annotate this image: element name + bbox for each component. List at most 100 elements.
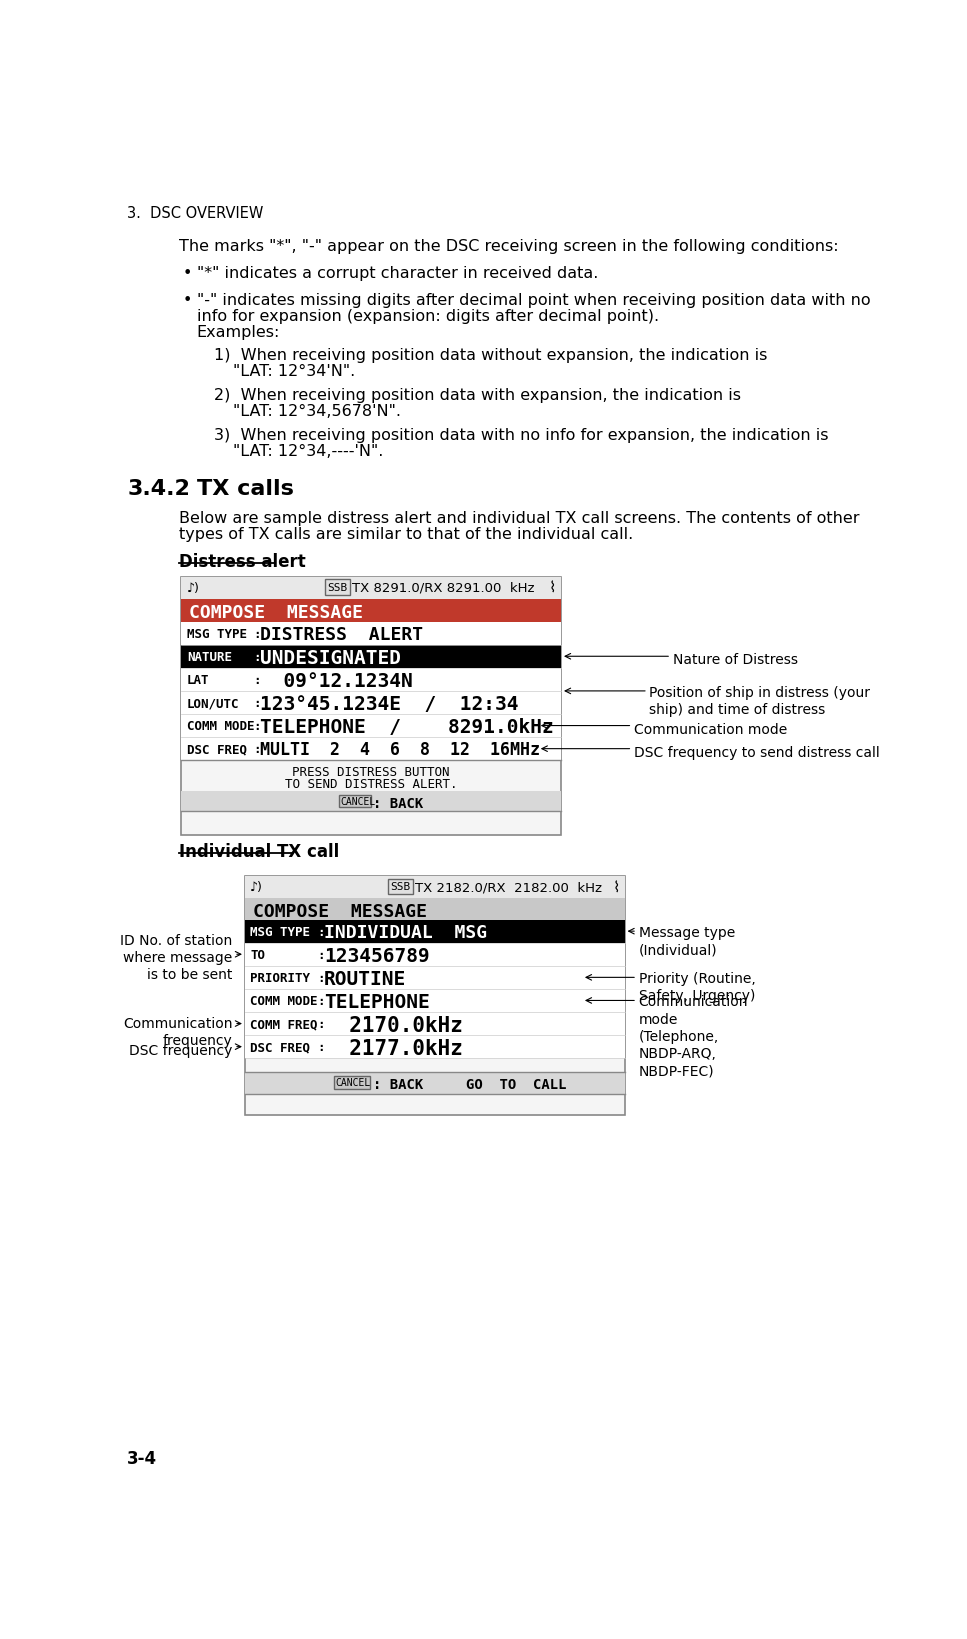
Bar: [182, 577, 561, 600]
Text: :: :: [317, 1041, 325, 1054]
Bar: [245, 919, 625, 942]
Text: Message type
(Individual): Message type (Individual): [638, 926, 735, 957]
Text: PRIORITY: PRIORITY: [250, 972, 310, 985]
Bar: [334, 1077, 369, 1090]
Text: CANCEL: CANCEL: [336, 1077, 370, 1087]
Bar: [245, 898, 625, 919]
Text: ⌇: ⌇: [548, 580, 556, 595]
Text: CANCEL: CANCEL: [340, 797, 375, 806]
Text: 3)  When receiving position data with no info for expansion, the indication is: 3) When receiving position data with no …: [214, 428, 829, 443]
Text: 2)  When receiving position data with expansion, the indication is: 2) When receiving position data with exp…: [214, 387, 741, 403]
Text: :: :: [253, 697, 261, 710]
Text: The marks "*", "-" appear on the DSC receiving screen in the following condition: The marks "*", "-" appear on the DSC rec…: [179, 239, 838, 254]
Text: "*" indicates a corrupt character in received data.: "*" indicates a corrupt character in rec…: [197, 266, 599, 280]
Bar: [182, 692, 561, 715]
Text: : BACK: : BACK: [372, 1077, 423, 1092]
Bar: [182, 623, 561, 646]
Text: Position of ship in distress (your
ship) and time of distress: Position of ship in distress (your ship)…: [650, 685, 870, 716]
Text: UNDESIGNATED: UNDESIGNATED: [260, 649, 401, 667]
Bar: [245, 1072, 625, 1093]
Text: TX 2182.0/RX  2182.00  kHz: TX 2182.0/RX 2182.00 kHz: [416, 880, 602, 893]
Text: info for expansion (expansion: digits after decimal point).: info for expansion (expansion: digits af…: [197, 310, 659, 325]
Text: COMM MODE: COMM MODE: [250, 995, 318, 1008]
Text: DSC FREQ: DSC FREQ: [187, 742, 247, 756]
Text: DSC frequency to send distress call: DSC frequency to send distress call: [634, 746, 880, 759]
Text: Individual TX call: Individual TX call: [179, 842, 339, 860]
Text: LON/UTC: LON/UTC: [187, 697, 239, 710]
Text: :: :: [253, 742, 261, 756]
Text: PRESS DISTRESS BUTTON: PRESS DISTRESS BUTTON: [292, 765, 450, 779]
Text: :: :: [317, 995, 325, 1008]
Text: Communication mode: Communication mode: [634, 723, 787, 736]
Text: ♪): ♪): [187, 582, 199, 595]
Bar: [245, 1036, 625, 1059]
Text: DSC frequency: DSC frequency: [130, 1042, 232, 1057]
Text: TX 8291.0/RX 8291.00  kHz: TX 8291.0/RX 8291.00 kHz: [352, 582, 535, 595]
Text: SSB: SSB: [327, 582, 347, 592]
Text: 1)  When receiving position data without expansion, the indication is: 1) When receiving position data without …: [214, 347, 767, 362]
Text: COMM FREQ: COMM FREQ: [250, 1018, 318, 1031]
Bar: [245, 877, 625, 898]
Text: :: :: [253, 651, 261, 664]
Bar: [182, 600, 561, 623]
Text: Communication
frequency: Communication frequency: [123, 1016, 232, 1047]
Bar: [182, 792, 561, 811]
Bar: [182, 669, 561, 692]
Text: Priority (Routine,
Safety, Urgency): Priority (Routine, Safety, Urgency): [638, 972, 755, 1003]
Text: INDIVIDUAL  MSG: INDIVIDUAL MSG: [324, 923, 487, 941]
Text: 3-4: 3-4: [127, 1449, 158, 1467]
Text: •: •: [183, 293, 192, 308]
Bar: [245, 1013, 625, 1036]
Text: TELEPHONE  /    8291.0kHz: TELEPHONE / 8291.0kHz: [260, 718, 554, 736]
Text: SSB: SSB: [391, 882, 411, 892]
Bar: [325, 580, 349, 595]
Text: ⌇: ⌇: [612, 880, 620, 895]
Text: ID No. of station
where message
is to be sent: ID No. of station where message is to be…: [120, 933, 232, 982]
Bar: [245, 942, 625, 967]
Text: TO SEND DISTRESS ALERT.: TO SEND DISTRESS ALERT.: [285, 777, 457, 790]
Text: types of TX calls are similar to that of the individual call.: types of TX calls are similar to that of…: [179, 526, 633, 543]
Text: 3.  DSC OVERVIEW: 3. DSC OVERVIEW: [127, 207, 263, 221]
Text: Nature of Distress: Nature of Distress: [673, 652, 798, 667]
Bar: [245, 967, 625, 990]
Bar: [388, 879, 413, 895]
Text: COMPOSE  MESSAGE: COMPOSE MESSAGE: [252, 903, 426, 921]
Text: ♪): ♪): [250, 880, 263, 893]
Text: TO: TO: [250, 949, 265, 962]
Text: : BACK: : BACK: [372, 797, 423, 810]
Text: LAT: LAT: [187, 674, 209, 687]
Text: ROUTINE: ROUTINE: [324, 969, 406, 988]
Text: 123456789: 123456789: [324, 946, 429, 965]
Bar: [182, 577, 561, 836]
Text: :: :: [253, 628, 261, 641]
Bar: [182, 715, 561, 738]
Text: MSG TYPE: MSG TYPE: [250, 926, 310, 939]
Text: MSG TYPE: MSG TYPE: [187, 628, 247, 641]
Text: 09°12.1234N: 09°12.1234N: [260, 672, 413, 690]
Text: 2177.0kHz: 2177.0kHz: [324, 1039, 463, 1059]
Text: :: :: [253, 720, 261, 733]
Text: :: :: [317, 926, 325, 939]
Text: :: :: [317, 972, 325, 985]
Text: DSC FREQ: DSC FREQ: [250, 1041, 310, 1054]
Text: "-" indicates missing digits after decimal point when receiving position data wi: "-" indicates missing digits after decim…: [197, 293, 870, 308]
Text: 2170.0kHz: 2170.0kHz: [324, 1016, 463, 1036]
Text: "LAT: 12°34'N".: "LAT: 12°34'N".: [233, 364, 356, 379]
Text: Communication
mode
(Telephone,
NBDP-ARQ,
NBDP-FEC): Communication mode (Telephone, NBDP-ARQ,…: [638, 995, 748, 1078]
Text: 3.4.2: 3.4.2: [127, 479, 190, 500]
Text: •: •: [183, 266, 192, 280]
Text: COMPOSE  MESSAGE: COMPOSE MESSAGE: [190, 603, 363, 621]
Text: :: :: [253, 674, 261, 687]
Text: NATURE: NATURE: [187, 651, 232, 664]
Bar: [182, 646, 561, 669]
Text: MULTI  2  4  6  8  12  16MHz: MULTI 2 4 6 8 12 16MHz: [260, 741, 541, 759]
Text: TX calls: TX calls: [197, 479, 294, 500]
Text: :: :: [317, 949, 325, 962]
Text: 123°45.1234E  /  12:34: 123°45.1234E / 12:34: [260, 695, 519, 713]
Text: TELEPHONE: TELEPHONE: [324, 992, 429, 1011]
Text: COMM MODE: COMM MODE: [187, 720, 254, 733]
Bar: [182, 738, 561, 760]
Text: Distress alert: Distress alert: [179, 552, 306, 570]
Text: "LAT: 12°34,5678'N".: "LAT: 12°34,5678'N".: [233, 403, 401, 418]
Bar: [245, 990, 625, 1013]
